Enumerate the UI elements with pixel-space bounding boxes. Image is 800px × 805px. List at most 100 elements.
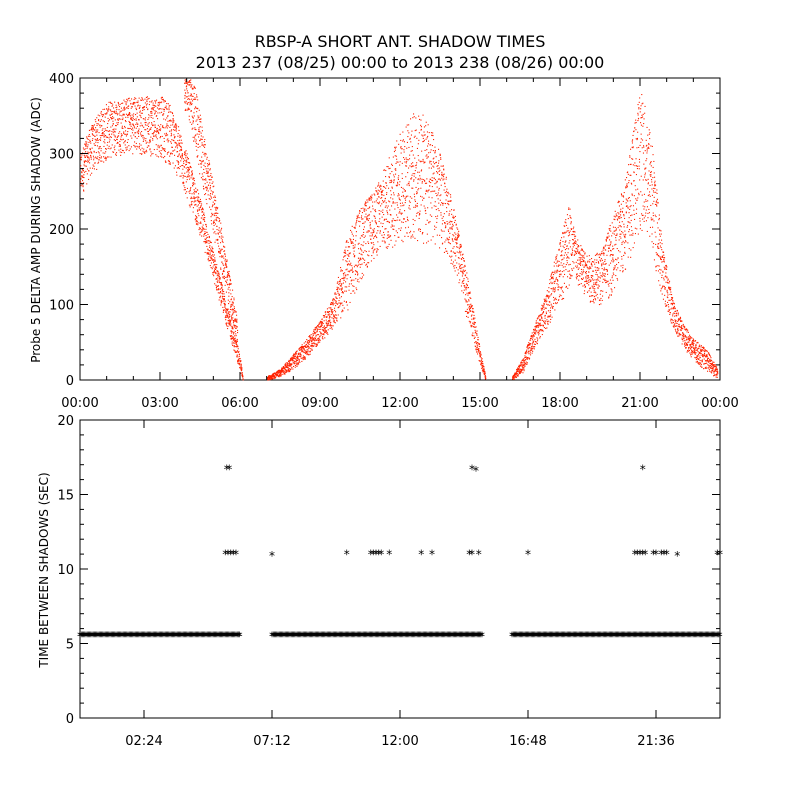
top-data-point — [416, 192, 418, 194]
top-data-point — [534, 329, 536, 331]
top-data-point — [168, 109, 170, 111]
top-data-point — [318, 337, 320, 339]
top-data-point — [309, 335, 311, 337]
top-data-point — [409, 196, 411, 198]
top-data-point — [586, 281, 588, 283]
top-data-point — [341, 311, 343, 313]
top-data-point — [204, 251, 206, 253]
top-data-point — [158, 156, 160, 158]
top-data-point — [146, 151, 148, 153]
top-data-point — [566, 257, 568, 259]
top-data-point — [422, 135, 424, 137]
top-data-point — [209, 265, 211, 267]
top-data-point — [198, 127, 200, 129]
top-data-point — [356, 271, 358, 273]
top-data-point — [99, 115, 101, 117]
top-data-point — [563, 282, 565, 284]
top-data-point — [372, 250, 374, 252]
top-data-point — [214, 257, 216, 259]
top-data-point — [161, 96, 163, 98]
top-data-point — [144, 129, 146, 131]
top-data-point — [588, 271, 590, 273]
top-data-point — [383, 169, 385, 171]
top-data-point — [553, 288, 555, 290]
top-data-point — [196, 156, 198, 158]
top-data-point — [397, 193, 399, 195]
top-data-point — [368, 213, 370, 215]
top-data-point — [421, 181, 423, 183]
top-data-point — [405, 162, 407, 164]
top-data-point — [180, 135, 182, 137]
top-data-point — [231, 314, 233, 316]
top-data-point — [553, 302, 555, 304]
top-data-point — [331, 311, 333, 313]
top-data-point — [466, 301, 468, 303]
top-data-point — [350, 239, 352, 241]
top-data-point — [115, 125, 117, 127]
top-data-point — [329, 322, 331, 324]
top-data-point — [286, 363, 288, 365]
top-data-point — [220, 299, 222, 301]
top-data-point — [584, 281, 586, 283]
top-data-point — [403, 157, 405, 159]
top-data-point — [465, 286, 467, 288]
top-data-point — [95, 127, 97, 129]
top-data-point — [125, 104, 127, 106]
top-data-point — [311, 346, 313, 348]
top-data-point — [214, 264, 216, 266]
top-data-point — [114, 101, 116, 103]
top-data-point — [386, 211, 388, 213]
top-data-point — [406, 184, 408, 186]
top-data-point — [556, 302, 558, 304]
top-data-point — [343, 279, 345, 281]
top-data-point — [395, 168, 397, 170]
top-data-point — [204, 231, 206, 233]
top-data-point — [212, 248, 214, 250]
top-data-point — [100, 137, 102, 139]
top-data-point — [283, 366, 285, 368]
top-data-point — [190, 110, 192, 112]
top-data-point — [513, 376, 515, 378]
top-data-point — [391, 187, 393, 189]
top-data-point — [526, 346, 528, 348]
top-data-point — [290, 357, 292, 359]
top-data-point — [460, 268, 462, 270]
top-data-point — [201, 209, 203, 211]
top-data-point — [201, 229, 203, 231]
top-data-point — [241, 373, 243, 375]
top-data-point — [474, 326, 476, 328]
top-data-point — [206, 236, 208, 238]
top-data-point — [136, 145, 138, 147]
top-data-point — [204, 232, 206, 234]
top-data-point — [122, 119, 124, 121]
top-data-point — [427, 124, 429, 126]
top-data-point — [353, 290, 355, 292]
top-data-point — [301, 348, 303, 350]
top-data-point — [366, 231, 368, 233]
top-data-point — [571, 254, 573, 256]
top-data-point — [451, 255, 453, 257]
top-data-point — [230, 315, 232, 317]
top-data-point — [144, 124, 146, 126]
top-data-point — [341, 270, 343, 272]
top-data-point — [126, 107, 128, 109]
top-data-point — [108, 133, 110, 135]
top-data-point — [553, 274, 555, 276]
top-data-point — [358, 248, 360, 250]
top-data-point — [394, 155, 396, 157]
top-data-point — [376, 248, 378, 250]
top-data-point — [133, 134, 135, 136]
top-data-point — [437, 172, 439, 174]
top-data-point — [142, 137, 144, 139]
top-data-point — [450, 196, 452, 198]
top-data-point — [87, 146, 89, 148]
top-data-point — [104, 156, 106, 158]
top-data-point — [212, 201, 214, 203]
top-data-point — [402, 194, 404, 196]
top-data-point — [430, 160, 432, 162]
top-data-point — [172, 139, 174, 141]
top-data-point — [159, 137, 161, 139]
top-data-point — [391, 180, 393, 182]
top-data-point — [534, 343, 536, 345]
top-data-point — [272, 375, 274, 377]
